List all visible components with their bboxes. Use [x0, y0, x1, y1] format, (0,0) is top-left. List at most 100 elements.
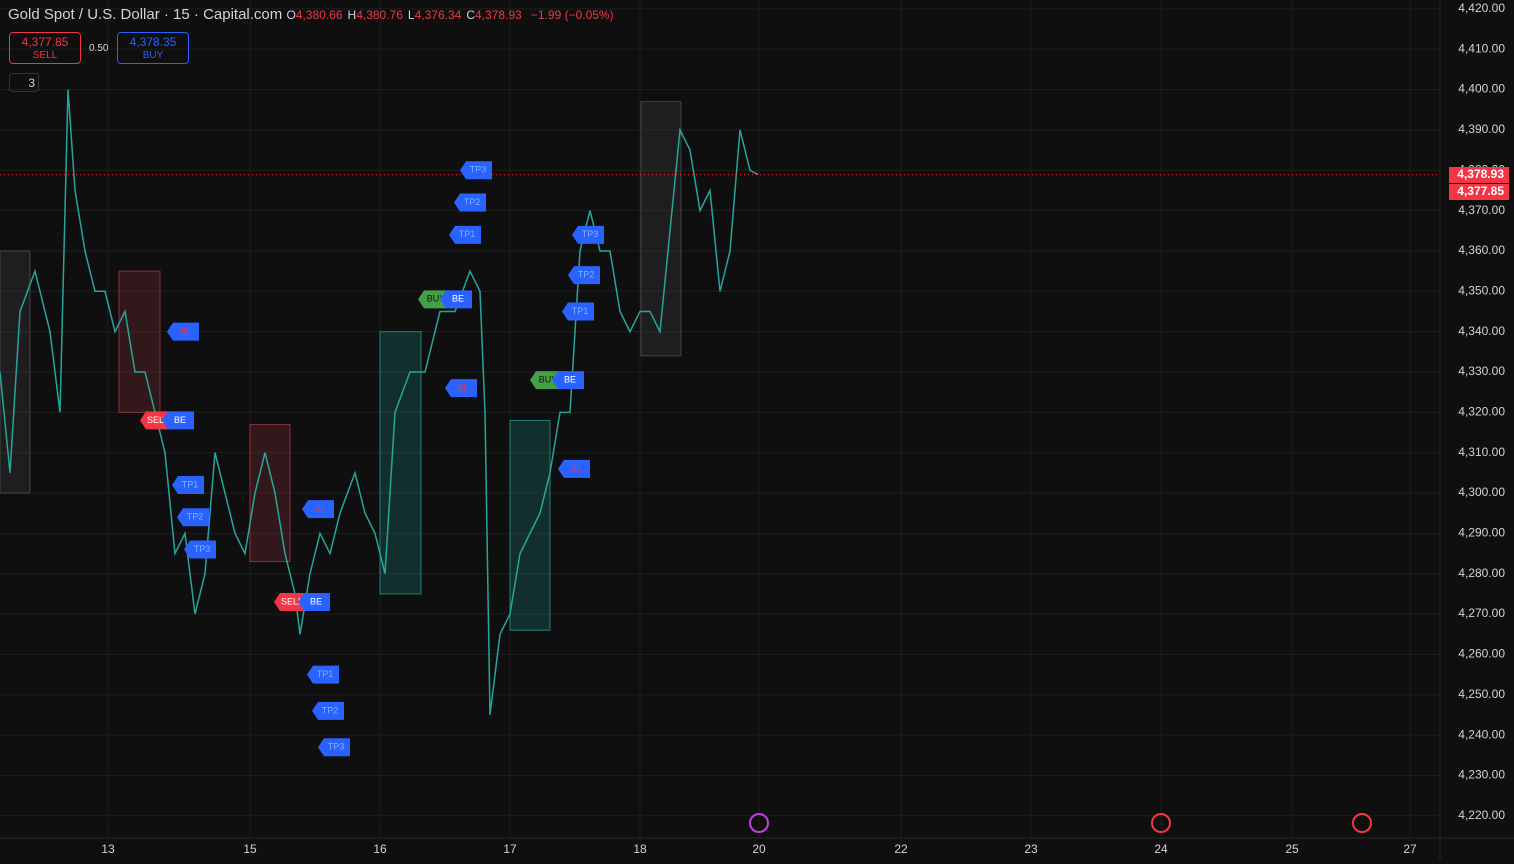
zone [509, 419, 551, 631]
ohlc-value: 4,378.93 [474, 8, 522, 22]
signal-label: SL [314, 504, 325, 514]
signal-tag [302, 500, 334, 519]
signal-tag [558, 459, 590, 478]
y-tick-label: 4,400.00 [1458, 82, 1505, 96]
signal-tag [140, 411, 172, 430]
x-tick-label: 13 [101, 842, 115, 856]
indicator-toggle[interactable]: 3 [9, 73, 39, 92]
signal-label: TP1 [459, 229, 476, 239]
y-tick-label: 4,220.00 [1458, 808, 1505, 822]
y-tick-label: 4,420.00 [1458, 1, 1505, 15]
signal-label: TP3 [582, 229, 599, 239]
zone [249, 423, 291, 563]
signal-tag [562, 302, 594, 321]
ohlc: O4,380.66 H4,380.76 L4,376.34 C4,378.93 [286, 6, 526, 23]
x-tick-label: 23 [1024, 842, 1038, 856]
signal-tag [552, 371, 584, 390]
signal-tag [449, 225, 481, 244]
y-tick-label: 4,230.00 [1458, 768, 1505, 782]
sell-button[interactable]: 4,377.85 SELL [9, 32, 81, 64]
signal-tag [530, 371, 562, 390]
signal-label: TP1 [572, 306, 589, 316]
signal-label: SL [179, 326, 190, 336]
signal-label: TP3 [470, 165, 487, 175]
zone [118, 270, 161, 413]
signal-tag [572, 225, 604, 244]
header: Gold Spot / U.S. Dollar · 15 · Capital.c… [8, 6, 619, 23]
signal-label: BE [310, 596, 322, 606]
ohlc-value: 4,376.34 [414, 8, 462, 22]
signal: SL [558, 459, 590, 478]
ohlc-key: C [466, 8, 475, 22]
event-icon [1352, 813, 1372, 833]
x-tick-label: 20 [752, 842, 766, 856]
signal-label: TP2 [187, 512, 204, 522]
spread: 0.50 [89, 43, 109, 54]
signal: TP3 [184, 540, 216, 559]
zone [0, 250, 31, 494]
signal: BE [162, 411, 194, 430]
signal-label: BUY [539, 374, 558, 384]
signal-label: SELL [281, 596, 303, 606]
x-tick-label: 18 [633, 842, 647, 856]
signal: BUY [418, 290, 450, 309]
signal: TP2 [454, 193, 486, 212]
signal: TP1 [172, 475, 204, 494]
signal-tag [172, 475, 204, 494]
sell-label: SELL [32, 50, 58, 61]
x-tick-label: 27 [1403, 842, 1417, 856]
signal: SL [167, 322, 199, 341]
signal: TP1 [307, 665, 339, 684]
signal-label: SL [457, 383, 468, 393]
signal: SL [302, 500, 334, 519]
price-label-bg [1449, 167, 1509, 183]
signal: BUY [530, 371, 562, 390]
signal: TP3 [318, 738, 350, 757]
ohlc-key: L [407, 8, 415, 22]
signal: TP2 [568, 266, 600, 285]
y-tick-label: 4,290.00 [1458, 526, 1505, 540]
y-tick-label: 4,350.00 [1458, 283, 1505, 297]
signal-label: BE [452, 294, 464, 304]
signal: TP1 [449, 225, 481, 244]
signal-label: SELL [147, 415, 169, 425]
signal-label: TP1 [182, 479, 199, 489]
signal-label: TP2 [464, 197, 481, 207]
y-tick-label: 4,390.00 [1458, 122, 1505, 136]
event-icon [749, 813, 769, 833]
signal-tag [298, 592, 330, 611]
signal-tag [318, 738, 350, 757]
signal-label: TP2 [578, 270, 595, 280]
signal: TP1 [562, 302, 594, 321]
ohlc-value: 4,380.66 [295, 8, 343, 22]
signal: TP3 [572, 225, 604, 244]
signal-tag [460, 161, 492, 180]
signal: TP2 [177, 508, 209, 527]
signal-label: TP3 [194, 544, 211, 554]
signal-tag [162, 411, 194, 430]
y-tick-label: 4,360.00 [1458, 243, 1505, 257]
buy-button[interactable]: 4,378.35 BUY [117, 32, 189, 64]
y-tick-label: 4,330.00 [1458, 364, 1505, 378]
signal: SELL [274, 592, 306, 611]
signal: TP2 [312, 701, 344, 720]
signal-tag [167, 322, 199, 341]
y-tick-label: 4,260.00 [1458, 647, 1505, 661]
signal-label: BE [564, 374, 576, 384]
ohlc-key: O [286, 8, 296, 22]
signal-tag [184, 540, 216, 559]
x-tick-label: 15 [243, 842, 257, 856]
y-tick-label: 4,250.00 [1458, 687, 1505, 701]
symbol[interactable]: Gold Spot / U.S. Dollar · 15 · Capital.c… [8, 6, 283, 23]
signal-tag [274, 592, 306, 611]
signal-label: BE [174, 415, 186, 425]
signal-tag [307, 665, 339, 684]
sell-price: 4,377.85 [21, 35, 69, 49]
signal-tag [440, 290, 472, 309]
price-label: 4,377.85 [1457, 184, 1504, 198]
x-tick-label: 17 [503, 842, 517, 856]
signal-tag [177, 508, 209, 527]
y-tick-label: 4,280.00 [1458, 566, 1505, 580]
